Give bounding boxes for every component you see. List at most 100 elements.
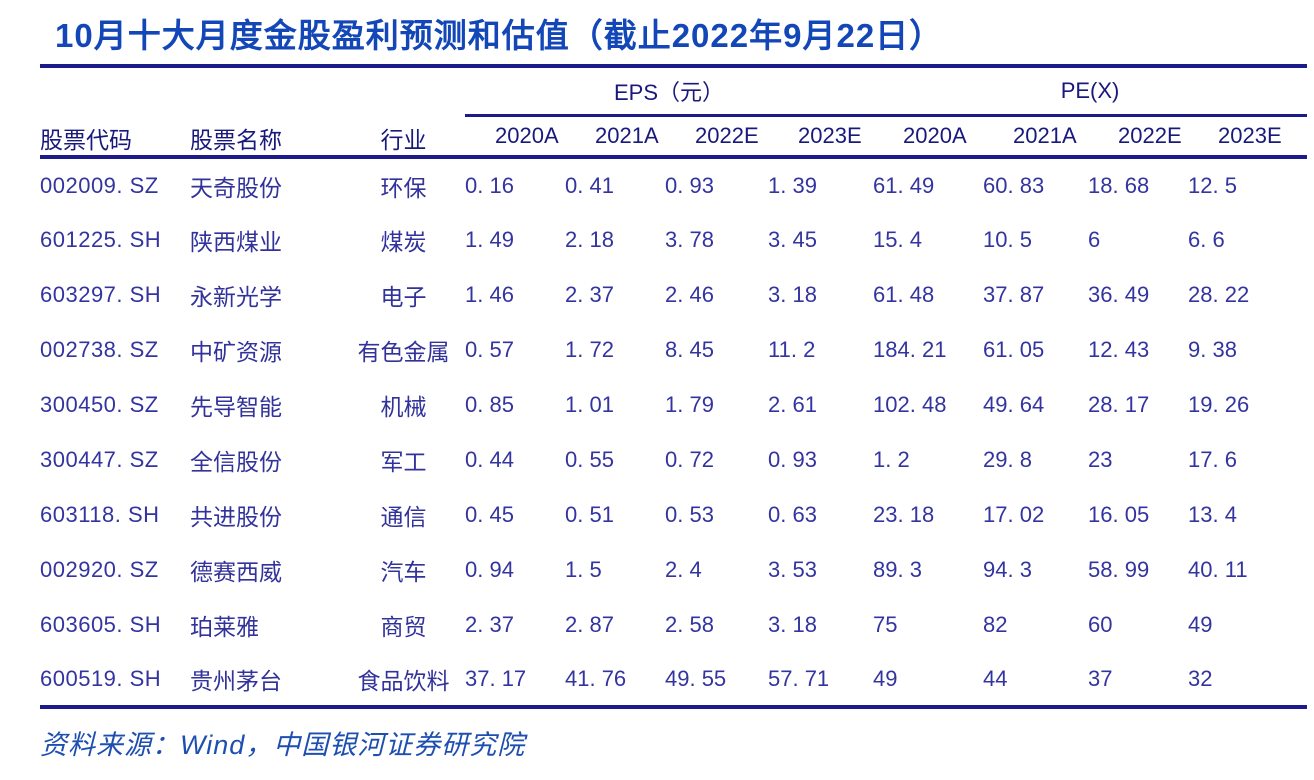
group-header-row: 股票代码 股票名称 行业 EPS（元） PE(X) (40, 68, 1308, 159)
eps-value-cell: 1. 79 (665, 391, 714, 417)
pe-value-cell: 58. 99 (1088, 556, 1150, 582)
eps-value-cell: 1. 39 (768, 172, 817, 198)
industry-cell: 军工 (380, 449, 427, 475)
source-note: 资料来源：Wind，中国银河证券研究院 (40, 730, 526, 760)
pe-value-cell: 19. 26 (1188, 391, 1250, 417)
eps-value-cell: 49. 55 (665, 652, 768, 709)
industry-cell: 机械 (380, 394, 427, 420)
pe-value-cell: 89. 3 (873, 556, 922, 582)
year-header-row: 2020A 2021A 2022E 2023E 2020A 2021A 2022… (40, 115, 1308, 159)
pe-value-cell: 61. 05 (983, 336, 1045, 362)
header-industry: 行业 (342, 68, 465, 159)
stock-code-cell: 600519. SH (40, 652, 190, 709)
stock-code-cell: 300447. SZ (40, 446, 159, 472)
pe-value-cell: 16. 05 (1088, 501, 1150, 527)
stock-name-cell: 中矿资源 (190, 339, 282, 365)
stock-code-cell: 002009. SZ (40, 172, 159, 198)
header-eps-group: EPS（元） (465, 68, 874, 117)
pe-value-cell: 94. 3 (983, 556, 1032, 582)
eps-value-cell: 1. 49 (465, 226, 514, 252)
eps-value-cell: 3. 45 (768, 226, 817, 252)
header-stock-code: 股票代码 (40, 68, 190, 159)
table-row: 603118. SH 共进股份 通信 0. 45 0. 51 0. 53 0. 63 23. … (40, 487, 1307, 542)
eps-value-cell: 0. 57 (465, 336, 514, 362)
pe-value-cell: 23. 18 (873, 501, 935, 527)
eps-value-cell: 0. 16 (465, 172, 514, 198)
pe-value-cell: 75 (873, 611, 898, 637)
table-row: 300447. SZ 全信股份 军工 0. 44 0. 55 0. 72 0. 93 1. 2… (40, 432, 1307, 487)
eps-value-cell: 2. 87 (565, 611, 614, 637)
pe-value-cell: 23 (1088, 446, 1113, 472)
header-eps-year: 2023E (768, 115, 874, 159)
pe-value-cell: 32 (1188, 652, 1308, 709)
stock-code-cell: 603118. SH (40, 501, 160, 527)
eps-value-cell: 41. 76 (565, 652, 665, 709)
pe-value-cell: 28. 22 (1188, 281, 1250, 307)
industry-cell: 通信 (380, 504, 427, 530)
eps-value-cell: 2. 37 (465, 611, 514, 637)
header-pe-year: 2023E (1188, 115, 1308, 159)
pe-value-cell: 17. 6 (1188, 446, 1237, 472)
pe-value-cell: 37 (1088, 652, 1189, 709)
eps-value-cell: 0. 63 (768, 501, 817, 527)
eps-value-cell: 8. 45 (665, 336, 714, 362)
table-header: 股票代码 股票名称 行业 EPS（元） PE(X) 2020A 2021A 20… (40, 68, 1308, 159)
pe-value-cell: 6 (1088, 226, 1101, 252)
pe-value-cell: 36. 49 (1088, 281, 1150, 307)
table-row: 600519. SH 贵州茅台 食品饮料 37. 17 41. 76 49. 55 57. … (40, 652, 1308, 709)
stock-name-cell: 天奇股份 (190, 175, 282, 201)
stock-name-cell: 先导智能 (190, 394, 282, 420)
table-row: 002920. SZ 德赛西威 汽车 0. 94 1. 5 2. 4 3. 53 89. 3 9… (40, 542, 1307, 597)
stock-name-cell: 陕西煤业 (190, 229, 282, 255)
pe-value-cell: 15. 4 (873, 226, 922, 252)
stock-code-cell: 603605. SH (40, 611, 162, 637)
pe-value-cell: 12. 5 (1188, 172, 1237, 198)
eps-value-cell: 0. 41 (565, 172, 614, 198)
pe-value-cell: 184. 21 (873, 336, 947, 362)
header-pe-year: 2022E (1088, 115, 1189, 159)
pe-value-cell: 44 (983, 652, 1089, 709)
pe-value-cell: 82 (983, 611, 1008, 637)
pe-value-cell: 49. 64 (983, 391, 1045, 417)
stock-name-cell: 全信股份 (190, 449, 282, 475)
eps-value-cell: 2. 46 (665, 281, 714, 307)
pe-value-cell: 29. 8 (983, 446, 1032, 472)
stock-code-cell: 300450. SZ (40, 391, 159, 417)
industry-cell: 食品饮料 (342, 652, 465, 709)
eps-value-cell: 3. 53 (768, 556, 817, 582)
pe-value-cell: 6. 6 (1188, 226, 1225, 252)
eps-value-cell: 37. 17 (465, 652, 565, 709)
table-row: 601225. SH 陕西煤业 煤炭 1. 49 2. 18 3. 78 3. 45 15. … (40, 212, 1307, 267)
pe-value-cell: 37. 87 (983, 281, 1045, 307)
pe-value-cell: 28. 17 (1088, 391, 1150, 417)
industry-cell: 汽车 (380, 559, 427, 585)
pe-value-cell: 61. 48 (873, 281, 935, 307)
pe-value-cell: 40. 11 (1188, 556, 1248, 582)
pe-value-cell: 49 (1188, 611, 1213, 637)
pe-value-cell: 13. 4 (1188, 501, 1237, 527)
stock-name-cell: 贵州茅台 (190, 652, 342, 709)
pe-value-cell: 60. 83 (983, 172, 1045, 198)
eps-value-cell: 0. 85 (465, 391, 514, 417)
stock-code-cell: 002738. SZ (40, 336, 159, 362)
eps-value-cell: 11. 2 (768, 336, 816, 362)
eps-value-cell: 1. 46 (465, 281, 514, 307)
pe-value-cell: 49 (873, 652, 984, 709)
eps-value-cell: 0. 94 (465, 556, 514, 582)
stock-code-cell: 601225. SH (40, 226, 162, 252)
pe-value-cell: 10. 5 (983, 226, 1032, 252)
eps-value-cell: 0. 55 (565, 446, 614, 472)
stock-name-cell: 珀莱雅 (190, 614, 259, 640)
eps-value-cell: 0. 45 (465, 501, 514, 527)
pe-value-cell: 18. 68 (1088, 172, 1150, 198)
table-row: 300450. SZ 先导智能 机械 0. 85 1. 01 1. 79 2. 61 102.… (40, 377, 1307, 432)
eps-value-cell: 3. 18 (768, 281, 817, 307)
stock-name-cell: 德赛西威 (190, 559, 282, 585)
header-pe-year: 2020A (873, 115, 984, 159)
pe-value-cell: 9. 38 (1188, 336, 1237, 362)
industry-cell: 煤炭 (380, 229, 427, 255)
table-row: 002009. SZ 天奇股份 环保 0. 16 0. 41 0. 93 1. 39 61. … (40, 157, 1307, 212)
pe-value-cell: 60 (1088, 611, 1113, 637)
eps-value-cell: 3. 18 (768, 611, 817, 637)
